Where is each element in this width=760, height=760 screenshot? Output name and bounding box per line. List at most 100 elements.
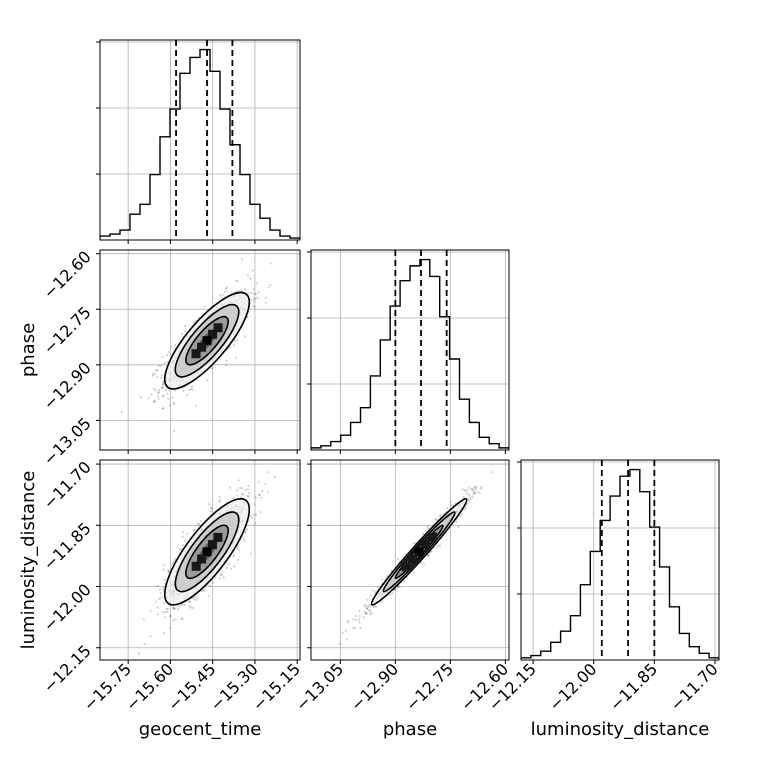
sample-point	[198, 523, 201, 526]
sample-point	[188, 389, 191, 392]
sample-point	[352, 626, 355, 630]
density-peak-cell	[213, 532, 223, 542]
sample-point	[246, 488, 250, 491]
sample-point	[474, 486, 477, 489]
sample-point	[472, 486, 475, 489]
sample-point	[206, 379, 209, 382]
sample-point	[369, 612, 372, 616]
sample-point	[242, 537, 245, 540]
hist-bars	[311, 258, 509, 450]
sample-point	[139, 396, 143, 399]
sample-point	[373, 591, 376, 594]
sample-point	[249, 552, 252, 555]
sample-point	[193, 528, 196, 531]
sample-point	[190, 385, 193, 388]
sample-point	[246, 274, 249, 277]
sample-point	[379, 601, 382, 604]
sample-point	[257, 290, 260, 294]
sample-point	[341, 631, 344, 634]
sample-point	[172, 606, 175, 610]
sample-point	[153, 399, 156, 402]
sample-point	[172, 606, 175, 609]
sample-point	[366, 598, 369, 601]
sample-point	[249, 277, 252, 280]
sample-point	[156, 394, 159, 398]
density-peak-cell	[207, 540, 217, 550]
sample-point	[471, 495, 474, 498]
sample-point	[256, 296, 259, 299]
sample-point	[171, 345, 174, 349]
x-axis-label-geocent_time: geocent_time	[139, 719, 262, 740]
sample-point	[250, 298, 253, 302]
sample-point	[196, 522, 199, 525]
sample-point	[425, 529, 428, 532]
sample-point	[243, 539, 246, 542]
sample-point	[178, 548, 181, 552]
sample-point	[446, 507, 449, 510]
sample-point	[160, 376, 163, 379]
sample-point	[181, 544, 185, 547]
sample-point	[192, 596, 195, 599]
sample-point	[396, 586, 399, 589]
sample-point	[261, 490, 264, 493]
sample-point	[160, 374, 163, 377]
y-tick-label: −11.85	[40, 519, 95, 574]
sample-point	[430, 550, 433, 553]
sample-point	[153, 372, 156, 375]
sample-point	[143, 642, 146, 646]
sample-point	[450, 503, 453, 506]
sample-point	[422, 532, 425, 536]
sample-point	[358, 614, 361, 618]
sample-point	[158, 597, 161, 601]
x-tick-label: −12.00	[545, 659, 600, 714]
sample-point	[155, 376, 159, 379]
sample-point	[172, 608, 175, 611]
hist-bars	[100, 48, 300, 240]
sample-point	[162, 610, 165, 614]
scatter-panel-geocent_time-luminosity_distance: −15.75−15.60−15.45−15.30−15.15−12.15−12.…	[40, 457, 304, 714]
sample-point	[464, 506, 467, 509]
sample-point	[373, 605, 376, 609]
sample-point	[366, 605, 369, 608]
sample-point	[173, 389, 176, 392]
sample-point	[142, 618, 145, 621]
sample-point	[224, 290, 227, 293]
sample-point	[467, 493, 471, 496]
sample-point	[253, 503, 256, 506]
sample-point	[166, 392, 169, 395]
sample-point	[236, 339, 239, 342]
sample-point	[154, 400, 157, 404]
sample-point	[167, 397, 170, 400]
sample-point	[474, 491, 477, 494]
sample-point	[470, 487, 473, 491]
sample-point	[463, 508, 466, 511]
sample-point	[242, 493, 245, 496]
sample-point	[161, 356, 164, 359]
sample-point	[161, 385, 164, 389]
sample-point	[251, 269, 254, 272]
sample-point	[182, 531, 185, 534]
sample-point	[234, 279, 237, 282]
sample-point	[267, 286, 270, 289]
sample-point	[438, 544, 442, 547]
panel-frame	[520, 459, 720, 661]
sample-point	[194, 598, 197, 602]
sample-point	[182, 389, 185, 392]
sample-point	[219, 499, 222, 502]
sample-point	[162, 407, 165, 410]
sample-point	[211, 581, 214, 585]
sample-point	[163, 361, 166, 364]
sample-point	[255, 282, 258, 285]
sample-point	[368, 606, 371, 609]
sample-point	[220, 573, 223, 577]
density-peak-cell	[427, 532, 437, 542]
sample-point	[250, 291, 253, 294]
sample-point	[273, 475, 276, 479]
sample-point	[200, 520, 203, 523]
sample-point	[346, 620, 349, 623]
sample-point	[172, 401, 175, 404]
sample-point	[344, 629, 347, 633]
sample-point	[467, 486, 470, 489]
sample-point	[178, 605, 181, 608]
sample-point	[151, 372, 154, 375]
